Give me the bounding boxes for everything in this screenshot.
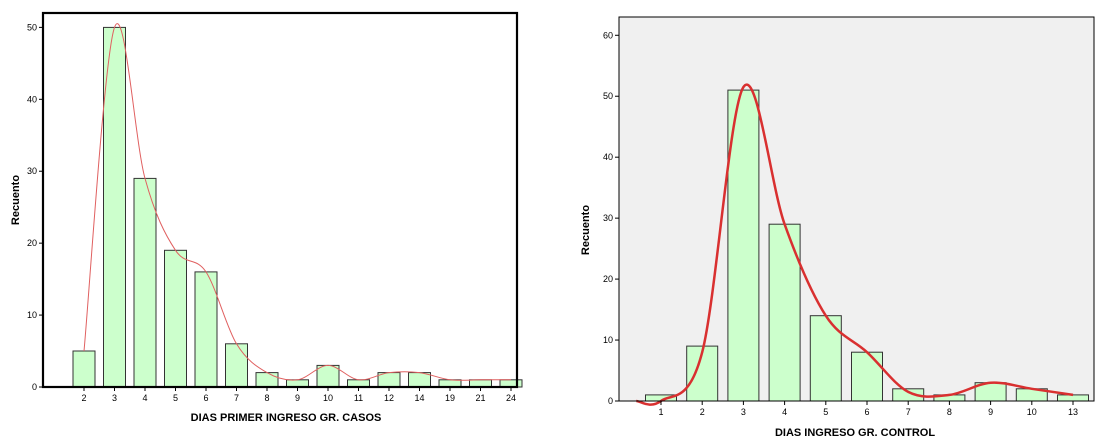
x-tick-label: 4 [782, 407, 787, 417]
y-tick-label: 10 [603, 335, 613, 345]
x-tick-label: 5 [823, 407, 828, 417]
x-tick-label: 3 [741, 407, 746, 417]
x-tick-label: 19 [445, 393, 455, 403]
y-axis-title: Recuento [580, 205, 592, 255]
y-tick-label: 50 [603, 91, 613, 101]
x-tick-label: 8 [264, 393, 269, 403]
x-tick-label: 8 [947, 407, 952, 417]
bar [103, 26, 126, 388]
x-tick-label: 4 [142, 393, 147, 403]
x-tick-label: 7 [906, 407, 911, 417]
x-axis-title: DIAS PRIMER INGRESO GR. CASOS [191, 412, 382, 424]
plot-frame [618, 16, 1095, 402]
bar [408, 372, 431, 388]
plot-frame [41, 11, 519, 389]
y-tick-label: 40 [603, 152, 613, 162]
y-tick-label: 10 [27, 310, 37, 320]
density-curve [83, 23, 511, 381]
x-tick-label: 3 [112, 393, 117, 403]
x-tick-label: 11 [354, 393, 363, 403]
bar [316, 364, 340, 388]
y-tick-label: 30 [27, 166, 37, 176]
plot-area [619, 17, 1094, 401]
bar [164, 249, 187, 388]
x-tick-label: 21 [475, 393, 485, 403]
y-axis-title: Recuento [10, 175, 22, 225]
y-tick-label: 20 [603, 274, 613, 284]
bar [255, 372, 279, 388]
x-tick-label: 14 [414, 393, 424, 403]
bar [1057, 394, 1089, 402]
x-tick-label: 2 [700, 407, 705, 417]
x-tick-label: 7 [234, 393, 239, 403]
bar [194, 271, 218, 388]
bar [225, 343, 248, 388]
y-tick-label: 50 [27, 22, 37, 32]
x-tick-label: 6 [203, 393, 208, 403]
x-tick-label: 12 [384, 393, 394, 403]
x-tick-label: 10 [1027, 407, 1037, 417]
bar [851, 351, 883, 402]
x-tick-label: 1 [658, 407, 663, 417]
x-tick-label: 9 [295, 393, 300, 403]
chart-control: 0 10 20 30 40 50 60 1 2 3 4 5 6 7 8 9 10 13 DIAS INGRESO G… [580, 16, 1095, 439]
x-tick-label: 5 [173, 393, 178, 403]
density-curve [636, 83, 1074, 406]
x-tick-label: 2 [81, 393, 86, 403]
y-tick-label: 60 [603, 30, 613, 40]
bar [727, 89, 760, 402]
x-tick-label: 10 [323, 393, 333, 403]
x-tick-label: 6 [864, 407, 869, 417]
chart-casos: 0 10 20 30 40 50 2 3 4 5 6 7 8 9 10 11 12 14 19 21 24 DIAS PR… [10, 11, 523, 424]
y-tick-label: 30 [603, 213, 613, 223]
y-tick-label: 0 [32, 382, 37, 392]
y-tick-label: 40 [27, 94, 37, 104]
x-tick-label: 9 [988, 407, 993, 417]
x-axis-title: DIAS INGRESO GR. CONTROL [775, 427, 935, 439]
x-tick-label: 24 [506, 393, 516, 403]
y-tick-label: 20 [27, 238, 37, 248]
x-tick-label: 13 [1068, 407, 1078, 417]
bar [72, 350, 96, 388]
bar [133, 177, 157, 388]
y-tick-label: 0 [608, 396, 613, 406]
